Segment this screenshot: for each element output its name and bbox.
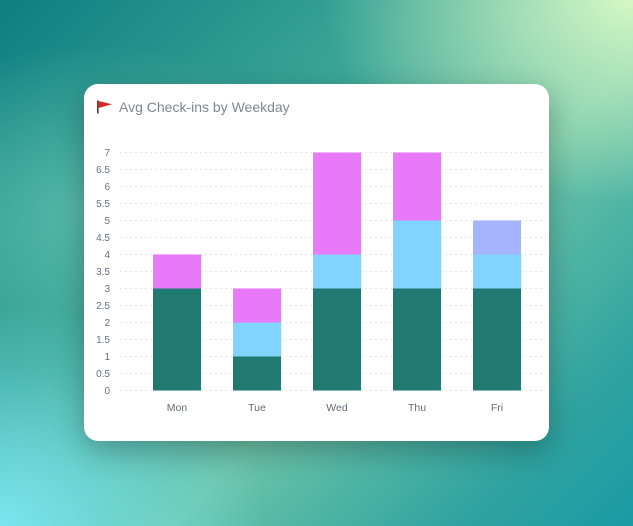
y-tick-label: 0 — [104, 386, 110, 397]
y-tick-label: 0.5 — [96, 369, 110, 380]
bar-segment — [233, 288, 281, 323]
x-tick-label: Mon — [167, 402, 188, 414]
bar-segment — [473, 288, 521, 391]
bar-segment — [393, 288, 441, 391]
card-title: Avg Check-ins by Weekday — [96, 99, 290, 115]
chart-title: Avg Check-ins by Weekday — [119, 99, 290, 115]
y-tick-label: 1 — [104, 352, 110, 363]
bar-segment — [233, 322, 281, 357]
y-tick-label: 2.5 — [96, 301, 110, 312]
x-tick-label: Fri — [491, 402, 503, 414]
red-flag-icon — [97, 100, 112, 114]
chart-card: Avg Check-ins by Weekday 0 0.5 1 1.5 2 2.5 3 3.… — [84, 84, 549, 441]
bar-segment — [473, 220, 521, 255]
bar-segment — [393, 220, 441, 289]
y-tick-label: 4.5 — [96, 233, 110, 244]
y-tick-label: 6.5 — [96, 165, 110, 176]
x-tick-label: Thu — [408, 402, 426, 414]
y-tick-label: 1.5 — [96, 335, 110, 346]
y-tick-label: 5.5 — [96, 199, 110, 210]
bar-segment — [313, 288, 361, 391]
y-tick-label: 3 — [104, 284, 110, 295]
bar-segment — [313, 254, 361, 289]
bar-segment — [153, 288, 201, 391]
bar-segment — [313, 152, 361, 255]
stacked-bar-chart: 0 0.5 1 1.5 2 2.5 3 3.5 4 4.5 5 5.5 6 6.5 7 Mon Tue Wed Th… — [96, 148, 542, 414]
x-tick-label: Tue — [248, 402, 266, 414]
y-tick-label: 2 — [104, 318, 110, 329]
bar-segment — [393, 152, 441, 221]
bar-segment — [473, 254, 521, 289]
x-tick-label: Wed — [326, 402, 348, 414]
y-tick-label: 4 — [104, 250, 110, 261]
y-tick-label: 3.5 — [96, 267, 110, 278]
y-tick-label: 6 — [104, 182, 110, 193]
bar-segment — [233, 356, 281, 391]
y-tick-label: 7 — [104, 148, 110, 159]
bar-segment — [153, 254, 201, 289]
y-tick-label: 5 — [104, 216, 110, 227]
